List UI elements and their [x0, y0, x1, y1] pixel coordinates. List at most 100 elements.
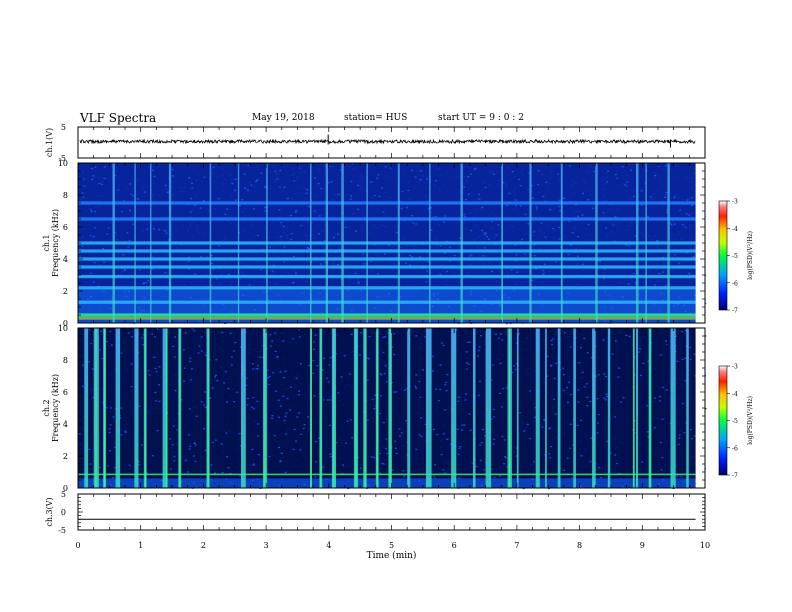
noise-speckle — [140, 444, 143, 446]
noise-speckle — [585, 383, 588, 385]
noise-speckle — [613, 376, 616, 378]
noise-speckle — [657, 165, 660, 167]
noise-speckle — [385, 438, 388, 440]
noise-speckle — [662, 168, 665, 170]
noise-speckle — [402, 470, 405, 472]
noise-speckle — [403, 171, 406, 174]
noise-speckle — [144, 170, 147, 173]
noise-speckle — [599, 262, 602, 264]
noise-speckle — [245, 344, 248, 346]
noise-speckle — [470, 184, 473, 187]
noise-speckle — [681, 225, 684, 227]
noise-speckle — [235, 391, 238, 393]
noise-speckle — [254, 420, 256, 422]
noise-speckle — [619, 401, 622, 403]
noise-speckle — [257, 357, 260, 359]
noise-speckle — [425, 195, 427, 197]
noise-speckle — [331, 164, 334, 166]
noise-speckle — [415, 462, 418, 464]
noise-speckle — [474, 224, 477, 226]
noise-speckle — [398, 428, 401, 430]
sferic-spike-core — [333, 328, 335, 488]
hum-band — [78, 275, 696, 279]
noise-speckle — [173, 460, 176, 462]
noise-speckle — [292, 338, 295, 340]
sferic-spike — [535, 328, 540, 488]
noise-speckle — [336, 174, 339, 176]
noise-speckle — [147, 370, 150, 372]
noise-speckle — [398, 457, 401, 459]
noise-speckle — [193, 206, 196, 208]
noise-speckle — [91, 178, 94, 181]
noise-speckle — [384, 336, 387, 338]
noise-speckle — [108, 342, 111, 344]
noise-speckle — [136, 193, 139, 195]
noise-speckle — [654, 284, 656, 286]
noise-speckle — [100, 357, 103, 360]
noise-speckle — [676, 360, 679, 362]
noise-speckle — [471, 462, 474, 464]
noise-speckle — [88, 361, 91, 363]
noise-speckle — [245, 377, 248, 379]
noise-speckle — [294, 383, 296, 386]
noise-speckle — [326, 377, 329, 379]
noise-speckle — [586, 352, 589, 354]
noise-speckle — [534, 370, 537, 372]
noise-speckle — [527, 337, 529, 339]
noise-speckle — [150, 214, 153, 216]
noise-speckle — [114, 231, 117, 234]
noise-speckle — [202, 233, 205, 235]
noise-speckle — [539, 230, 542, 232]
noise-speckle — [156, 328, 159, 330]
noise-speckle — [576, 387, 579, 390]
noise-speckle — [180, 408, 183, 410]
noise-speckle — [326, 436, 329, 438]
noise-speckle — [640, 190, 643, 192]
noise-speckle — [200, 336, 203, 338]
noise-speckle — [632, 164, 634, 166]
noise-speckle — [538, 215, 540, 217]
noise-speckle — [205, 256, 208, 258]
noise-speckle — [79, 255, 81, 258]
noise-speckle — [186, 230, 189, 232]
noise-speckle — [223, 382, 226, 384]
noise-speckle — [497, 224, 500, 226]
noise-speckle — [462, 222, 465, 224]
noise-speckle — [512, 349, 515, 351]
noise-speckle — [235, 225, 238, 227]
noise-speckle — [305, 192, 308, 194]
noise-speckle — [203, 176, 206, 178]
noise-speckle — [241, 199, 244, 201]
noise-speckle — [321, 229, 324, 232]
noise-speckle — [315, 256, 318, 258]
noise-speckle — [204, 220, 207, 223]
sferic-spike — [241, 328, 246, 488]
sferic-spike — [573, 328, 576, 488]
sferic-spike — [310, 163, 312, 323]
noise-speckle — [493, 173, 496, 175]
noise-speckle — [318, 240, 321, 242]
noise-speckle — [661, 456, 664, 459]
noise-speckle — [381, 462, 384, 464]
noise-speckle — [174, 336, 176, 338]
noise-speckle — [504, 456, 507, 458]
noise-speckle — [532, 234, 535, 236]
noise-speckle — [490, 227, 493, 229]
noise-speckle — [174, 362, 177, 365]
noise-speckle — [685, 431, 687, 434]
noise-speckle — [411, 260, 414, 263]
noise-speckle — [377, 208, 380, 210]
noise-speckle — [418, 256, 421, 258]
noise-speckle — [493, 416, 496, 418]
sferic-spike-core — [166, 328, 168, 488]
noise-speckle — [346, 270, 349, 272]
noise-speckle — [189, 222, 192, 224]
noise-speckle — [252, 396, 255, 399]
noise-speckle — [496, 171, 499, 173]
noise-speckle — [640, 211, 643, 213]
noise-speckle — [331, 167, 334, 169]
noise-speckle — [587, 191, 590, 193]
noise-speckle — [601, 429, 604, 431]
noise-speckle — [132, 223, 135, 225]
noise-speckle — [449, 411, 452, 413]
